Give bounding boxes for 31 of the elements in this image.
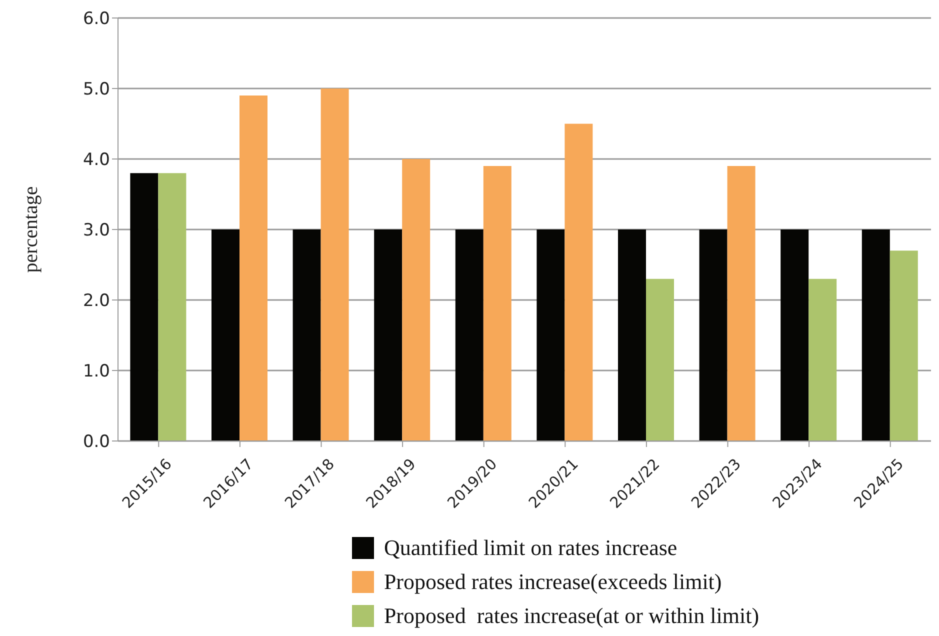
bar <box>374 230 402 441</box>
bar <box>536 230 565 441</box>
bar <box>211 230 240 441</box>
legend-label: Proposed rates increase(at or within limit) <box>384 603 760 629</box>
y-axis-title: percentage <box>20 186 42 273</box>
bar <box>564 124 593 441</box>
y-tick-label: 4.0 <box>82 150 110 170</box>
bar <box>292 230 321 441</box>
bar <box>780 230 809 441</box>
legend-label: Quantified limit on rates increase <box>384 535 678 561</box>
y-tick-label: 3.0 <box>82 220 110 241</box>
bar <box>890 250 918 441</box>
bar <box>646 278 674 441</box>
y-tick-label: 6.0 <box>82 9 110 30</box>
y-tick-label: 5.0 <box>82 80 110 100</box>
bar <box>239 96 268 441</box>
bar <box>727 166 756 441</box>
bar <box>862 230 890 441</box>
y-tick-label: 1.0 <box>82 362 110 382</box>
bar <box>483 166 512 441</box>
y-tick-label: 0.0 <box>82 432 110 452</box>
bar <box>130 173 158 441</box>
legend-label: Proposed rates increase(exceeds limit) <box>384 569 722 595</box>
bar <box>618 230 646 441</box>
bar <box>699 230 728 441</box>
y-tick-label: 2.0 <box>82 291 110 312</box>
bar <box>158 173 186 441</box>
bar <box>402 159 430 441</box>
bar <box>320 88 349 441</box>
bar <box>808 278 837 441</box>
bar <box>455 230 484 441</box>
